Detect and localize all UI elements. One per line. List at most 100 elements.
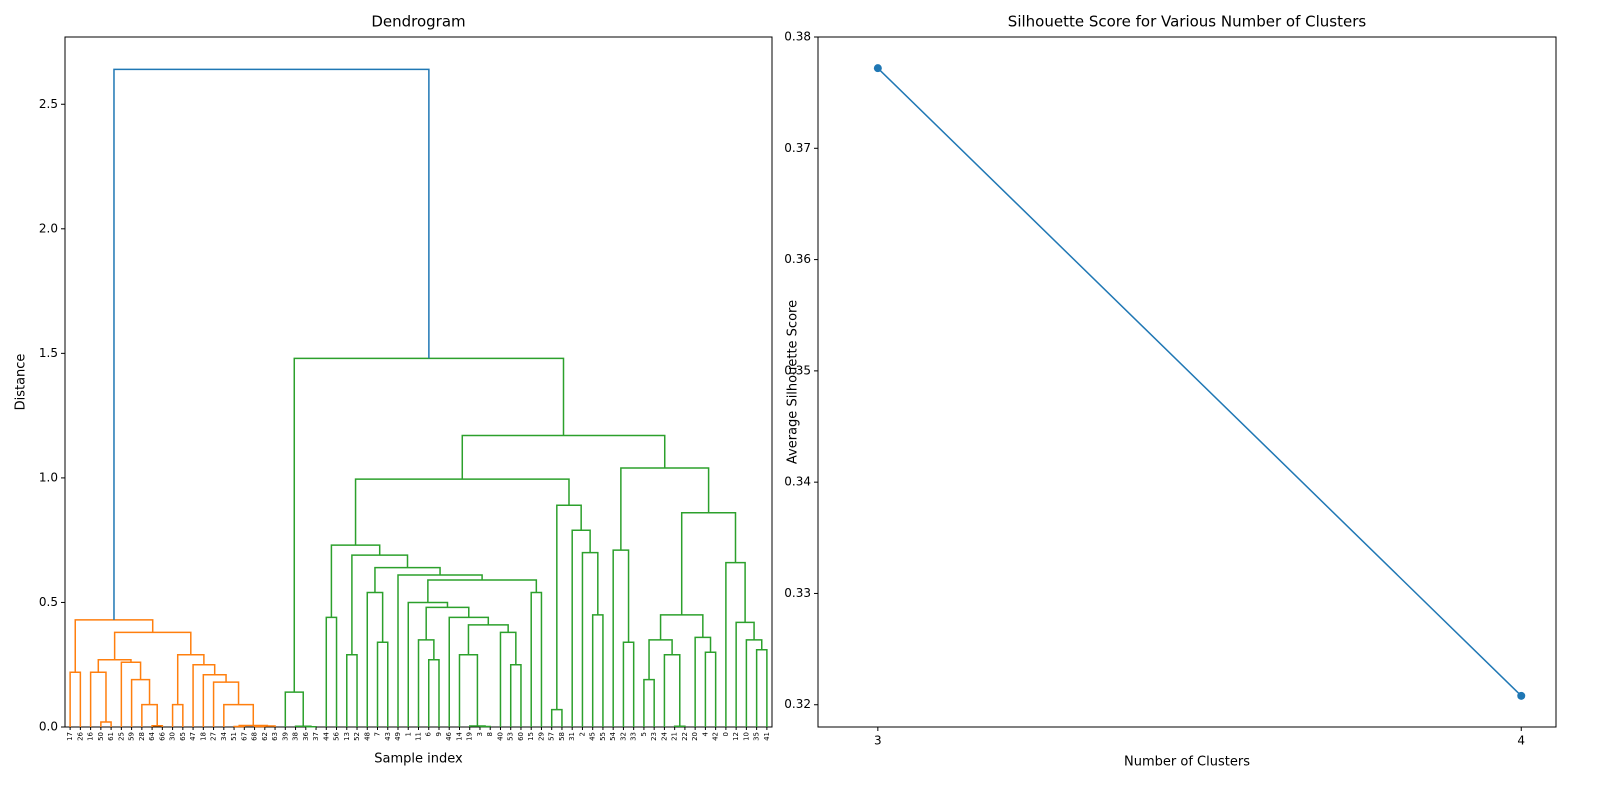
dendrogram-link (223, 703, 255, 727)
leaf-label: 33 (630, 732, 638, 741)
y-tick-label: 0.36 (784, 252, 811, 266)
y-tick-label: 2.0 (39, 221, 58, 235)
dendrogram-link (192, 663, 216, 727)
dendrogram-link (581, 551, 599, 727)
leaf-label: 45 (589, 732, 597, 741)
leaf-label: 1 (404, 732, 412, 736)
y-tick-label: 2.5 (39, 97, 58, 111)
leaf-label: 67 (240, 732, 248, 741)
point (1517, 691, 1526, 700)
leaf-label: 13 (343, 732, 351, 741)
dendrogram-link (427, 658, 440, 727)
leaf-label: 54 (609, 731, 617, 740)
leaf-label: 48 (363, 732, 371, 741)
leaf-label: 57 (548, 732, 556, 741)
leaf-label: 19 (466, 732, 474, 741)
leaf-label: 36 (302, 731, 310, 740)
dendrogram-link (141, 703, 158, 727)
dendrogram-link (499, 631, 517, 727)
leaf-label: 29 (537, 732, 545, 741)
dendrogram-link (509, 663, 522, 727)
leaf-label: 16 (87, 731, 95, 740)
dendrogram-link (100, 721, 112, 727)
dendrogram-link (346, 654, 358, 727)
leaf-label: 51 (230, 732, 238, 741)
leaf-label: 64 (148, 731, 156, 740)
y-tick-label: 0.33 (784, 586, 811, 600)
leaf-label: 0 (722, 732, 730, 736)
leaf-label: 53 (507, 732, 515, 741)
leaf-label: 38 (292, 732, 300, 741)
leaf-label: 63 (271, 732, 279, 741)
chart-title: Dendrogram (371, 13, 465, 31)
leaf-label: 47 (189, 732, 197, 741)
dendrogram-link (425, 606, 470, 640)
dendrogram-link (113, 68, 430, 620)
leaf-label: 50 (97, 732, 105, 741)
leaf-label: 4 (701, 731, 709, 736)
leaf-label: 22 (681, 732, 689, 741)
dendrogram-link (397, 574, 483, 727)
leaf-label: 12 (732, 732, 740, 741)
dendrogram-link (550, 708, 563, 727)
dendrogram-link (467, 624, 509, 655)
dendrogram-link (151, 725, 164, 727)
dendrogram-link (643, 678, 655, 727)
dendrogram-link (663, 654, 681, 727)
leaf-label: 40 (496, 732, 504, 741)
dendrogram-link (571, 529, 591, 727)
x-axis-label: Number of Clusters (1124, 755, 1250, 770)
y-tick-label: 1.0 (39, 470, 58, 484)
dendrogram-link (622, 641, 635, 727)
leaf-label: 60 (517, 732, 525, 741)
leaf-label: 21 (671, 732, 679, 741)
y-tick-label: 0.5 (39, 595, 58, 609)
leaf-label: 42 (712, 732, 720, 741)
dendrogram-link (354, 478, 570, 546)
leaf-label: 52 (353, 732, 361, 741)
leaf-label: 65 (179, 732, 187, 741)
dendrogram-link (745, 639, 763, 727)
dendrogram-link (735, 621, 755, 727)
dendrogram-link (755, 649, 768, 727)
dendrogram-link (325, 616, 338, 727)
leaf-label: 8 (486, 732, 494, 736)
leaf-label: 26 (76, 731, 84, 740)
leaf-label: 17 (66, 732, 74, 741)
dendrogram-link (704, 651, 717, 727)
dendrogram-link (427, 579, 538, 603)
leaf-label: 61 (107, 732, 115, 741)
dendrogram-link (680, 512, 737, 615)
leaf-label: 2 (578, 732, 586, 736)
dendrogram-link (659, 614, 704, 640)
point (873, 64, 882, 73)
dendrogram-link (89, 671, 107, 727)
leaf-label: 46 (445, 731, 453, 740)
chart-title: Silhouette Score for Various Number of C… (1008, 13, 1367, 31)
dendrogram-link (97, 658, 132, 673)
dendrogram-link (468, 725, 486, 727)
x-tick-label: 3 (874, 734, 882, 748)
dendrogram-link (293, 357, 565, 693)
x-tick-label: 4 (1517, 734, 1525, 748)
dendrogram-link (69, 671, 82, 727)
leaf-label: 34 (220, 731, 228, 740)
leaf-label: 7 (374, 732, 382, 736)
dendrogram-link (330, 544, 381, 618)
leaf-label: 37 (312, 732, 320, 741)
leaf-label: 28 (138, 732, 146, 741)
leaf-label: 9 (435, 732, 443, 736)
leaf-label: 23 (650, 732, 658, 741)
y-tick-label: 0.34 (784, 475, 811, 489)
dendrogram-link (407, 601, 449, 727)
y-tick-label: 0.0 (39, 720, 58, 734)
dendrogram-link (351, 554, 409, 655)
dendrogram-link (113, 631, 192, 660)
line-series (877, 67, 1522, 697)
leaf-label: 27 (210, 732, 218, 741)
leaf-label: 5 (640, 732, 648, 736)
leaf-label: 30 (169, 732, 177, 741)
dendrogram-link (725, 561, 746, 727)
leaf-label: 6 (425, 731, 433, 736)
